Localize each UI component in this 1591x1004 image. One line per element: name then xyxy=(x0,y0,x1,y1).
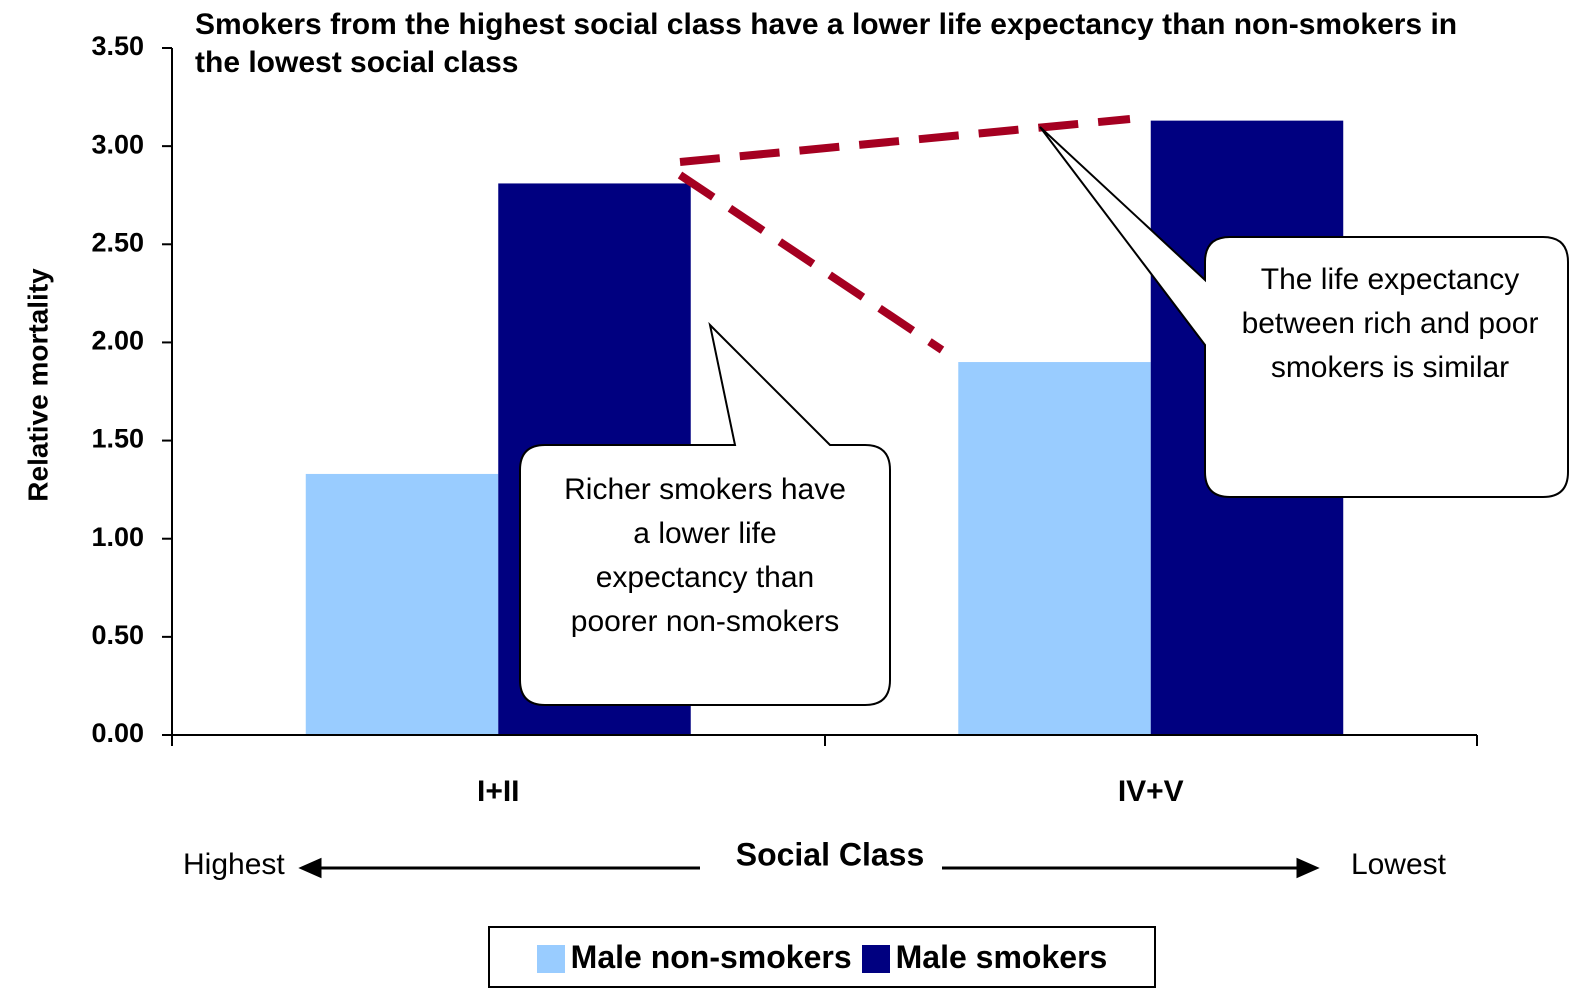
x-tick-label: I+II xyxy=(477,775,520,808)
arrows xyxy=(298,857,1320,879)
legend-swatch xyxy=(536,945,565,974)
y-tick-label: 1.50 xyxy=(91,424,144,454)
legend-label: Male smokers xyxy=(895,938,1108,975)
bar xyxy=(958,362,1151,735)
x-tick-label: IV+V xyxy=(1118,775,1184,808)
annotation: Richer smokers have a lower life expecta… xyxy=(564,473,846,638)
annotation-lines xyxy=(677,115,1131,354)
callout-box xyxy=(1039,126,1569,498)
callout-box xyxy=(519,321,891,706)
chart-title: Smokers from the highest social class ha… xyxy=(195,8,1458,79)
bar xyxy=(305,473,499,735)
legend-item: Male non-smokers xyxy=(536,938,852,976)
y-axis-label: Relative mortality xyxy=(22,268,53,502)
y-tick-label: 0.50 xyxy=(91,620,144,650)
x-left-note: Highest xyxy=(183,848,285,881)
y-tick-label: 3.00 xyxy=(91,129,144,159)
legend-swatch xyxy=(861,945,890,974)
y-tick-label: 0.00 xyxy=(91,718,144,748)
y-tick-label: 3.50 xyxy=(91,31,144,61)
annotation: The life expectancy between rich and poo… xyxy=(1241,263,1539,384)
axes xyxy=(171,48,1478,746)
y-tick-label: 2.50 xyxy=(91,227,144,257)
y-tick-label: 2.00 xyxy=(91,326,144,356)
x-axis-label: Social Class xyxy=(736,836,925,872)
legend-item: Male smokers xyxy=(861,938,1108,976)
y-tick-label: 1.00 xyxy=(91,522,144,552)
legend-label: Male non-smokers xyxy=(570,938,852,975)
legend: Male non-smokers Male smokers xyxy=(488,926,1156,988)
x-right-note: Lowest xyxy=(1351,848,1447,881)
